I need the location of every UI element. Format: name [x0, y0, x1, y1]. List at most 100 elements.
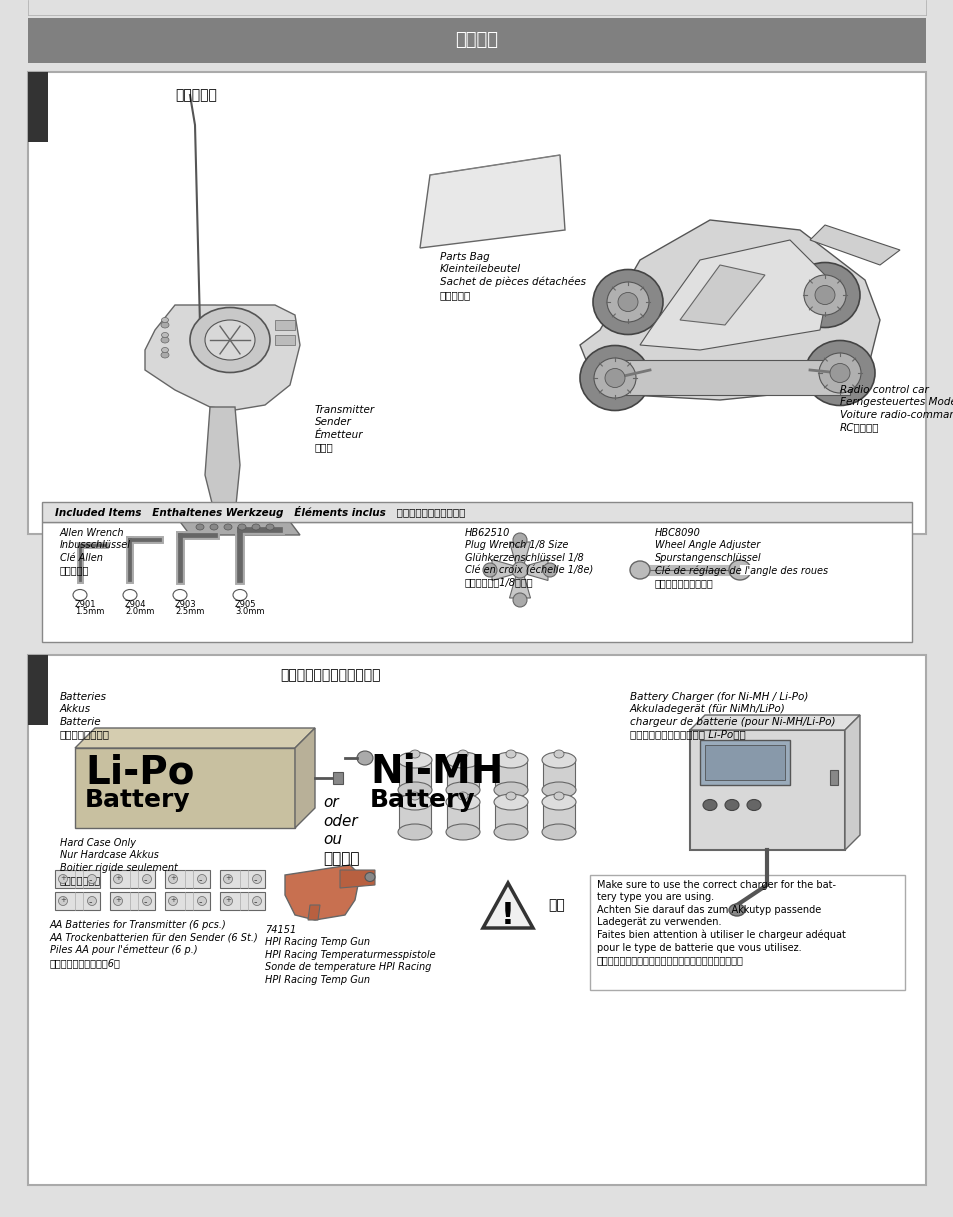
Bar — [398, 759, 431, 790]
Ellipse shape — [746, 800, 760, 811]
Ellipse shape — [410, 792, 419, 800]
Ellipse shape — [541, 824, 576, 840]
Ellipse shape — [397, 783, 432, 798]
Polygon shape — [679, 265, 764, 325]
Text: -: - — [199, 897, 202, 907]
Text: -: - — [253, 875, 257, 885]
Text: -: - — [144, 897, 148, 907]
Polygon shape — [609, 360, 849, 396]
Ellipse shape — [113, 897, 122, 905]
Text: Battery: Battery — [370, 787, 476, 812]
Text: 警告: 警告 — [547, 898, 564, 912]
Ellipse shape — [446, 752, 479, 768]
Bar — [333, 772, 343, 784]
Text: 74151
HPI Racing Temp Gun
HPI Racing Temperaturmesspistole
Sonde de temperature : 74151 HPI Racing Temp Gun HPI Racing Tem… — [265, 925, 436, 985]
Text: Included Items   Enthaltenes Werkzeug   Éléments inclus   キットに入っている工具: Included Items Enthaltenes Werkzeug Élém… — [55, 506, 465, 518]
Ellipse shape — [223, 875, 233, 884]
Text: +: + — [60, 875, 66, 881]
Ellipse shape — [804, 341, 874, 405]
Ellipse shape — [113, 875, 122, 884]
Text: -: - — [199, 875, 202, 885]
Text: Transmitter
Sender
Émetteur
送信機: Transmitter Sender Émetteur 送信機 — [314, 405, 375, 453]
Ellipse shape — [195, 525, 204, 529]
Text: Hard Case Only
Nur Hardcase Akkus
Boitier rigide seulement
ハードケース製: Hard Case Only Nur Hardcase Akkus Boitie… — [60, 839, 177, 885]
Ellipse shape — [728, 560, 750, 581]
Polygon shape — [519, 560, 547, 581]
Ellipse shape — [728, 904, 744, 916]
Text: -: - — [89, 875, 92, 885]
Ellipse shape — [172, 589, 187, 600]
Text: +: + — [225, 897, 231, 903]
Ellipse shape — [161, 332, 169, 337]
Polygon shape — [308, 905, 319, 920]
Ellipse shape — [494, 793, 527, 811]
Ellipse shape — [197, 897, 206, 905]
Polygon shape — [689, 716, 859, 730]
Ellipse shape — [365, 873, 375, 881]
Text: -: - — [253, 897, 257, 907]
Polygon shape — [205, 406, 240, 515]
Polygon shape — [285, 865, 359, 920]
Ellipse shape — [512, 562, 527, 578]
Ellipse shape — [397, 824, 432, 840]
Ellipse shape — [397, 793, 432, 811]
Ellipse shape — [197, 875, 206, 884]
Ellipse shape — [541, 783, 576, 798]
Ellipse shape — [494, 783, 527, 798]
Polygon shape — [145, 305, 299, 410]
Bar — [700, 740, 789, 785]
Bar — [165, 892, 210, 910]
Ellipse shape — [446, 793, 479, 811]
Text: セット内容: セット内容 — [174, 88, 216, 102]
Ellipse shape — [457, 750, 468, 758]
Ellipse shape — [542, 563, 557, 577]
Ellipse shape — [554, 750, 563, 758]
Bar — [110, 870, 154, 888]
Ellipse shape — [803, 275, 845, 315]
Text: Battery: Battery — [85, 787, 191, 812]
Ellipse shape — [410, 750, 419, 758]
Bar — [704, 745, 784, 780]
Polygon shape — [75, 728, 314, 748]
Polygon shape — [809, 225, 899, 265]
Bar — [28, 655, 48, 725]
Ellipse shape — [505, 792, 516, 800]
Text: +: + — [170, 875, 175, 881]
Text: -: - — [89, 897, 92, 907]
Ellipse shape — [73, 589, 87, 600]
Text: Batteries
Akkus
Batterie
走行用バッテリー: Batteries Akkus Batterie 走行用バッテリー — [60, 692, 110, 739]
Bar — [110, 892, 154, 910]
Bar — [220, 892, 265, 910]
Ellipse shape — [88, 897, 96, 905]
Ellipse shape — [579, 346, 649, 410]
Bar — [740, 565, 754, 574]
Ellipse shape — [224, 525, 232, 529]
Polygon shape — [509, 542, 530, 570]
Ellipse shape — [161, 352, 169, 358]
Text: +: + — [115, 875, 121, 881]
Text: HB62510
Plug Wrench 1/8 Size
Glühkerzenschlüssel 1/8
Clé en croix (échelle 1/8e): HB62510 Plug Wrench 1/8 Size Glühkerzens… — [464, 528, 593, 588]
Ellipse shape — [356, 751, 373, 765]
Bar — [274, 320, 294, 330]
Text: Battery Charger (for Ni-MH / Li-Po)
Akkuladegerät (für NiMh/LiPo)
chargeur de ba: Battery Charger (for Ni-MH / Li-Po) Akku… — [629, 692, 835, 739]
Ellipse shape — [223, 897, 233, 905]
Text: 1.5mm: 1.5mm — [75, 607, 104, 616]
Bar — [55, 870, 100, 888]
Bar — [542, 759, 575, 790]
Ellipse shape — [618, 292, 638, 312]
Ellipse shape — [190, 308, 270, 372]
Ellipse shape — [210, 525, 218, 529]
Bar — [447, 802, 478, 832]
Ellipse shape — [829, 364, 849, 382]
Polygon shape — [509, 570, 530, 598]
Ellipse shape — [593, 269, 662, 335]
Polygon shape — [294, 728, 314, 828]
Bar — [55, 892, 100, 910]
Text: +: + — [225, 875, 231, 881]
Ellipse shape — [541, 793, 576, 811]
Ellipse shape — [161, 323, 169, 329]
Polygon shape — [579, 220, 879, 400]
Bar — [28, 72, 48, 142]
Polygon shape — [639, 240, 829, 350]
Ellipse shape — [88, 875, 96, 884]
